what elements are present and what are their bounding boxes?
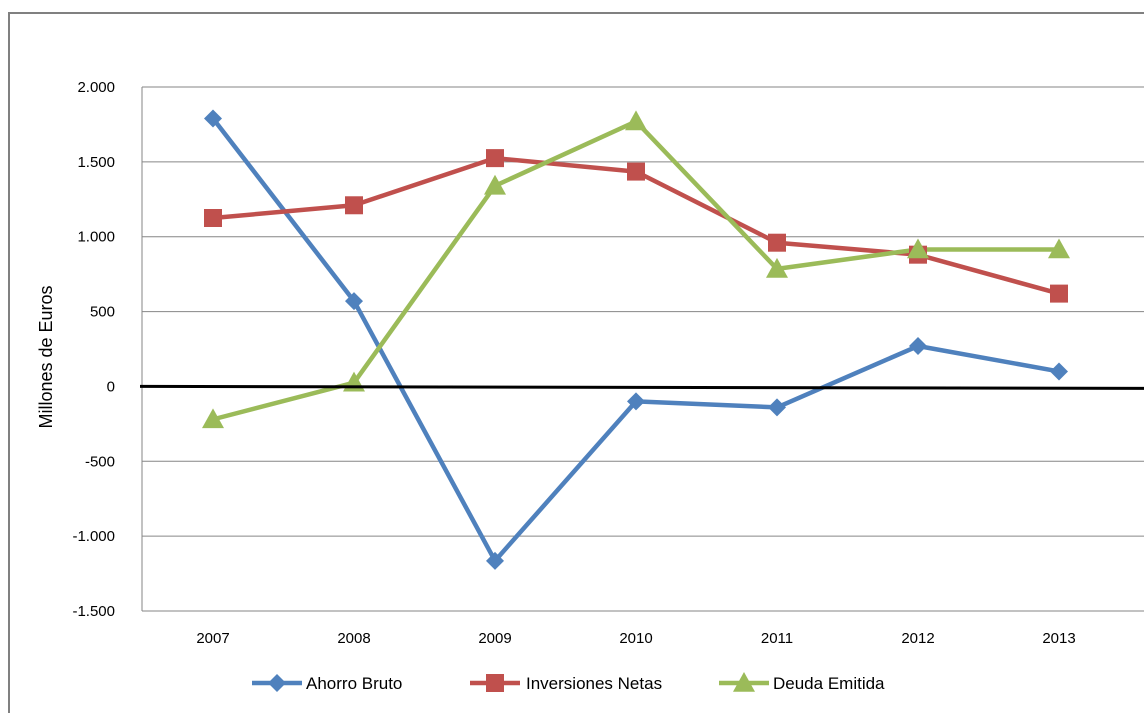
diamond-marker <box>204 109 222 128</box>
series-layer <box>211 117 1060 564</box>
legend-label: Deuda Emitida <box>773 674 885 693</box>
legend-label: Inversiones Netas <box>526 674 662 693</box>
square-marker <box>627 162 645 181</box>
x-tick-label: 2009 <box>478 630 511 647</box>
x-tick-label: 2013 <box>1042 630 1075 647</box>
triangle-marker <box>766 257 788 278</box>
triangle-marker <box>625 110 647 131</box>
triangle-marker <box>733 672 755 692</box>
x-tick-label: 2012 <box>901 630 934 647</box>
x-tick-label: 2008 <box>337 630 370 647</box>
y-axis: -1.500 -1.000 -500 0 500 1.000 1.500 2.000 <box>72 79 143 620</box>
square-marker <box>345 196 363 215</box>
y-tick-label: -1.000 <box>72 528 115 545</box>
y-tick-label: 500 <box>90 304 115 321</box>
legend-item: Inversiones Netas <box>470 674 662 693</box>
y-tick-label: 1.000 <box>77 229 115 246</box>
y-tick-label: 1.500 <box>77 154 115 171</box>
markers <box>202 109 1070 570</box>
diamond-marker <box>627 392 645 411</box>
diamond-marker <box>268 674 286 692</box>
legend-item: Deuda Emitida <box>719 672 885 693</box>
x-tick-label: 2007 <box>196 630 229 647</box>
triangle-marker <box>907 238 929 259</box>
diamond-marker <box>345 292 363 311</box>
gridlines <box>142 86 1144 612</box>
y-tick-label: 2.000 <box>77 79 115 96</box>
y-tick-label: -1.500 <box>72 603 115 620</box>
x-tick-label: 2011 <box>761 630 793 647</box>
diamond-marker <box>486 551 504 570</box>
y-tick-label: -500 <box>85 453 115 470</box>
square-marker <box>204 209 222 227</box>
series-line <box>211 117 1060 564</box>
diamond-marker <box>768 398 786 417</box>
diamond-marker <box>1050 362 1068 381</box>
legend: Ahorro Bruto Inversiones Netas Deuda Emiti… <box>252 672 885 693</box>
diamond-marker <box>909 337 927 356</box>
zero-line <box>139 384 1144 390</box>
triangle-marker <box>484 174 506 195</box>
zero-line-layer <box>139 384 1144 390</box>
triangle-marker <box>1048 238 1070 259</box>
x-axis: 2007 2008 2009 2010 2011 2012 2013 <box>196 630 1075 647</box>
y-axis-title: Millones de Euros <box>36 285 56 428</box>
square-marker <box>486 149 504 168</box>
square-marker <box>486 674 504 692</box>
square-marker <box>1050 284 1068 303</box>
legend-label: Ahorro Bruto <box>306 674 402 693</box>
triangle-marker <box>202 408 224 429</box>
legend-item: Ahorro Bruto <box>252 674 402 693</box>
square-marker <box>768 233 786 252</box>
chart-area <box>8 12 1144 713</box>
y-tick-label: 0 <box>107 378 115 395</box>
x-tick-label: 2010 <box>619 630 652 647</box>
